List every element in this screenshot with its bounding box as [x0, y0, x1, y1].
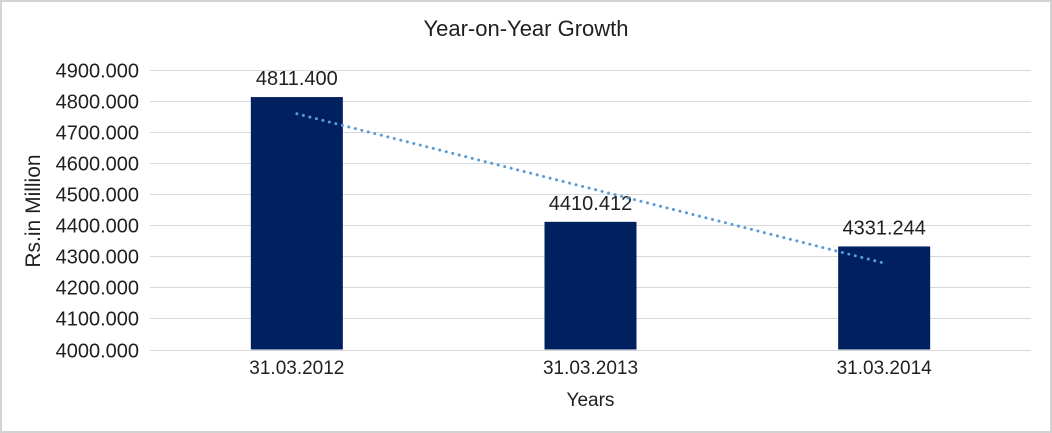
- x-axis-title: Years: [566, 390, 615, 411]
- data-label: 4331.244: [842, 217, 925, 239]
- x-tick-label: 31.03.2012: [249, 358, 344, 379]
- data-label: 4811.400: [256, 68, 338, 90]
- data-label: 4410.412: [549, 193, 632, 215]
- y-tick-label: 4400.000: [56, 216, 139, 238]
- y-tick-label: 4200.000: [56, 278, 139, 300]
- bar: [838, 246, 931, 350]
- bar: [250, 97, 343, 350]
- y-tick-label: 4700.000: [56, 123, 139, 145]
- y-tick-label: 4600.000: [56, 154, 139, 176]
- y-tick-label: 4300.000: [56, 247, 139, 269]
- y-tick-label: 4500.000: [56, 185, 139, 207]
- chart-title: Year-on-Year Growth: [423, 16, 629, 41]
- bar: [544, 221, 637, 350]
- trendline: [295, 112, 886, 265]
- y-tick-label: 4000.000: [56, 341, 139, 363]
- x-tick-label: 31.03.2014: [837, 358, 933, 379]
- y-tick-label: 4900.000: [56, 61, 139, 83]
- y-tick-label: 4100.000: [56, 309, 139, 331]
- x-tick-label: 31.03.2013: [543, 358, 638, 379]
- y-tick-label: 4800.000: [56, 92, 139, 114]
